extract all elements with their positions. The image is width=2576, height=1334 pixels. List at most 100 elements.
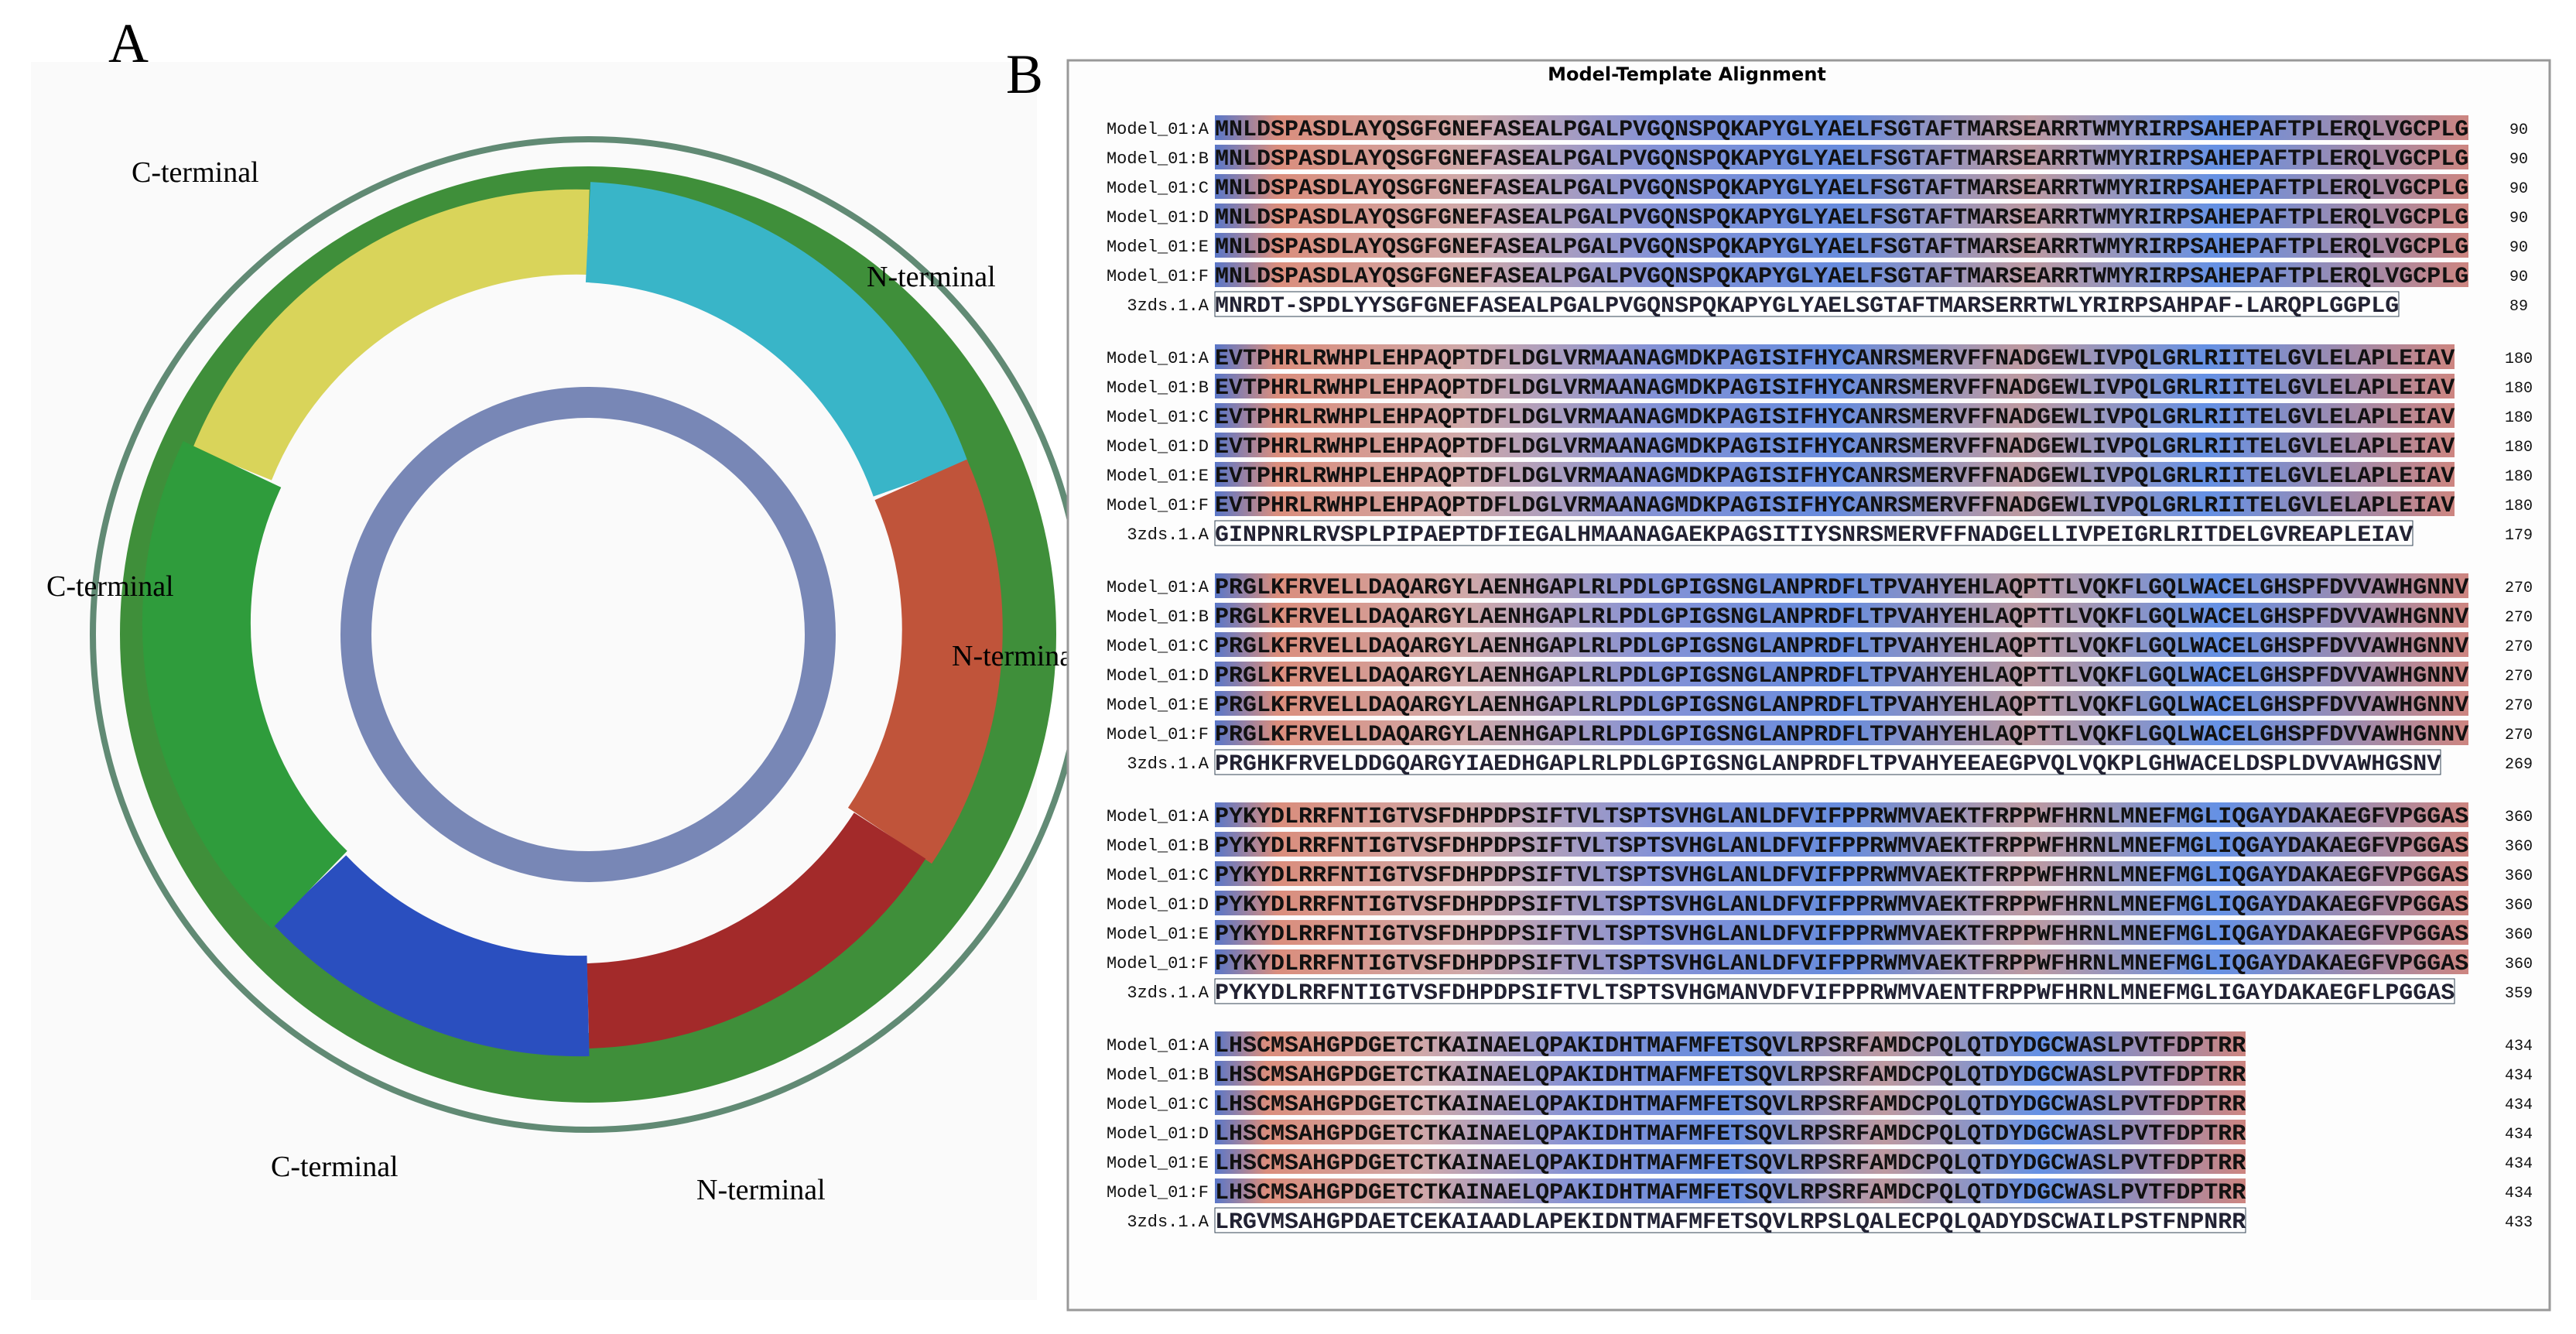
sequence: GINPNRLRVSPLPIPAEPTDFIEGALHMAANAGAEKPAGS…: [1215, 522, 2413, 549]
residue-highlight: [1215, 861, 2468, 886]
sequence: LHSCMSAHGPDGETCTKAINAELQPAKIDHTMAFMFETSQ…: [1215, 1180, 2246, 1206]
residue-highlight: [1215, 691, 2468, 716]
sequence-name: Model_01:F: [1107, 496, 1209, 515]
residue-count: 270: [2505, 727, 2533, 744]
sequence: PRGLKFRVELLDAQARGYLAENHGAPLRLPDLGPIGSNGL…: [1215, 663, 2468, 689]
residue-highlight: [1215, 403, 2455, 428]
sequence: PYKYDLRRFNTIGTVSFDHPDPSIFTVLTSPTSVHGLANL…: [1215, 951, 2468, 977]
residue-highlight: [1215, 233, 2468, 258]
residue-count: 89: [2509, 298, 2528, 316]
sequence-name: Model_01:E: [1107, 1154, 1209, 1173]
sequence-name: Model_01:B: [1107, 1065, 1209, 1085]
residue-count: 360: [2505, 838, 2533, 856]
sequence-name: 3zds.1.A: [1127, 525, 1209, 545]
sequence-name: Model_01:D: [1107, 208, 1209, 227]
sequence-name: Model_01:F: [1107, 1183, 1209, 1202]
residue-highlight: [1215, 662, 2468, 686]
sequence-name: Model_01:B: [1107, 378, 1209, 398]
sequence: PRGLKFRVELLDAQARGYLAENHGAPLRLPDLGPIGSNGL…: [1215, 604, 2468, 631]
residue-count: 180: [2505, 409, 2533, 427]
residue-highlight: [1215, 949, 2468, 974]
sequence: EVTPHRLRWHPLEHPAQPTDFLDGLVRMAANAGMDKPAGI…: [1215, 405, 2455, 431]
residue-highlight: [1215, 720, 2468, 745]
sequence-name: Model_01:D: [1107, 1124, 1209, 1144]
residue-highlight: [1215, 204, 2468, 228]
sequence-name: 3zds.1.A: [1127, 1213, 1209, 1232]
residue-highlight: [1215, 115, 2468, 140]
residue-highlight: [1215, 344, 2455, 369]
residue-highlight: [1215, 573, 2468, 598]
sequence: PYKYDLRRFNTIGTVSFDHPDPSIFTVLTSPTSVHGLANL…: [1215, 922, 2468, 948]
residue-highlight: [1215, 374, 2455, 398]
sequence-name: Model_01:F: [1107, 267, 1209, 286]
residue-count: 180: [2505, 498, 2533, 515]
residue-count: 90: [2509, 151, 2528, 169]
sequence-name: Model_01:E: [1107, 925, 1209, 944]
sequence-name: Model_01:B: [1107, 836, 1209, 856]
sequence-name: Model_01:D: [1107, 437, 1209, 457]
sequence-name: Model_01:B: [1107, 149, 1209, 169]
residue-count: 269: [2505, 756, 2533, 774]
sequence: MNLDSPASDLAYQSGFGNEFASEALPGALPVGQNSPQKAP…: [1215, 264, 2468, 290]
residue-count: 359: [2505, 985, 2533, 1003]
residue-highlight: [1215, 433, 2455, 457]
residue-count: 270: [2505, 580, 2533, 597]
sequence-name: 3zds.1.A: [1127, 296, 1209, 316]
sequence-name: Model_01:A: [1107, 807, 1209, 826]
sequence: PYKYDLRRFNTIGTVSFDHPDPSIFTVLTSPTSVHGLANL…: [1215, 833, 2468, 860]
residue-count: 434: [2505, 1155, 2533, 1173]
residue-highlight: [1215, 632, 2468, 657]
residue-highlight: [1215, 603, 2468, 628]
sequence-name: Model_01:A: [1107, 349, 1209, 368]
residue-highlight: [1215, 802, 2468, 827]
sequence: LHSCMSAHGPDGETCTKAINAELQPAKIDHTMAFMFETSQ…: [1215, 1151, 2246, 1177]
sequence: PRGHKFRVELDDGQARGYIAEDHGAPLRLPDLGPIGSNGL…: [1215, 751, 2441, 778]
template-row: [1214, 291, 2400, 317]
residue-highlight: [1215, 1090, 2246, 1115]
residue-count: 360: [2505, 809, 2533, 826]
sequence: EVTPHRLRWHPLEHPAQPTDFLDGLVRMAANAGMDKPAGI…: [1215, 375, 2455, 402]
sequence: PYKYDLRRFNTIGTVSFDHPDPSIFTVLTSPTSVHGMANV…: [1215, 980, 2455, 1007]
sequence: PYKYDLRRFNTIGTVSFDHPDPSIFTVLTSPTSVHGLANL…: [1215, 892, 2468, 918]
residue-count: 180: [2505, 380, 2533, 398]
residue-highlight: [1215, 1061, 2246, 1086]
template-row: [1214, 749, 2441, 775]
sequence-name: Model_01:F: [1107, 954, 1209, 973]
residue-count: 90: [2509, 121, 2528, 139]
terminal-label: C-terminal: [46, 570, 174, 603]
residue-highlight: [1215, 1031, 2246, 1056]
residue-count: 270: [2505, 668, 2533, 686]
sequence-name: Model_01:D: [1107, 895, 1209, 915]
panel-label: B: [1006, 43, 1043, 105]
sequence-name: Model_01:A: [1107, 120, 1209, 139]
residue-count: 270: [2505, 609, 2533, 627]
residue-highlight: [1215, 491, 2455, 516]
terminal-label: C-terminal: [132, 156, 259, 189]
template-row: [1214, 978, 2455, 1004]
residue-count: 90: [2509, 210, 2528, 227]
sequence: MNLDSPASDLAYQSGFGNEFASEALPGALPVGQNSPQKAP…: [1215, 146, 2468, 173]
residue-count: 434: [2505, 1096, 2533, 1114]
template-row: [1214, 1207, 2246, 1233]
sequence-name: Model_01:E: [1107, 696, 1209, 715]
residue-count: 434: [2505, 1067, 2533, 1085]
residue-highlight: [1215, 891, 2468, 915]
residue-count: 360: [2505, 867, 2533, 885]
sequence-name: Model_01:E: [1107, 467, 1209, 486]
sequence-name: 3zds.1.A: [1127, 754, 1209, 774]
residue-highlight: [1215, 1120, 2246, 1144]
sequence: LHSCMSAHGPDGETCTKAINAELQPAKIDHTMAFMFETSQ…: [1215, 1033, 2246, 1059]
residue-highlight: [1215, 262, 2468, 287]
alignment-title: Model-Template Alignment: [1548, 63, 1826, 85]
residue-highlight: [1215, 462, 2455, 487]
sequence: EVTPHRLRWHPLEHPAQPTDFLDGLVRMAANAGMDKPAGI…: [1215, 434, 2455, 460]
residue-count: 90: [2509, 180, 2528, 198]
sequence-name: Model_01:C: [1107, 179, 1209, 198]
residue-count: 360: [2505, 926, 2533, 944]
structure-image: [31, 62, 1086, 1300]
sequence: EVTPHRLRWHPLEHPAQPTDFLDGLVRMAANAGMDKPAGI…: [1215, 346, 2455, 372]
residue-count: 180: [2505, 468, 2533, 486]
sequence: LRGVMSAHGPDAETCEKAIAADLAPEKIDNTMAFMFETSQ…: [1215, 1209, 2246, 1236]
sequence: EVTPHRLRWHPLEHPAQPTDFLDGLVRMAANAGMDKPAGI…: [1215, 493, 2455, 519]
